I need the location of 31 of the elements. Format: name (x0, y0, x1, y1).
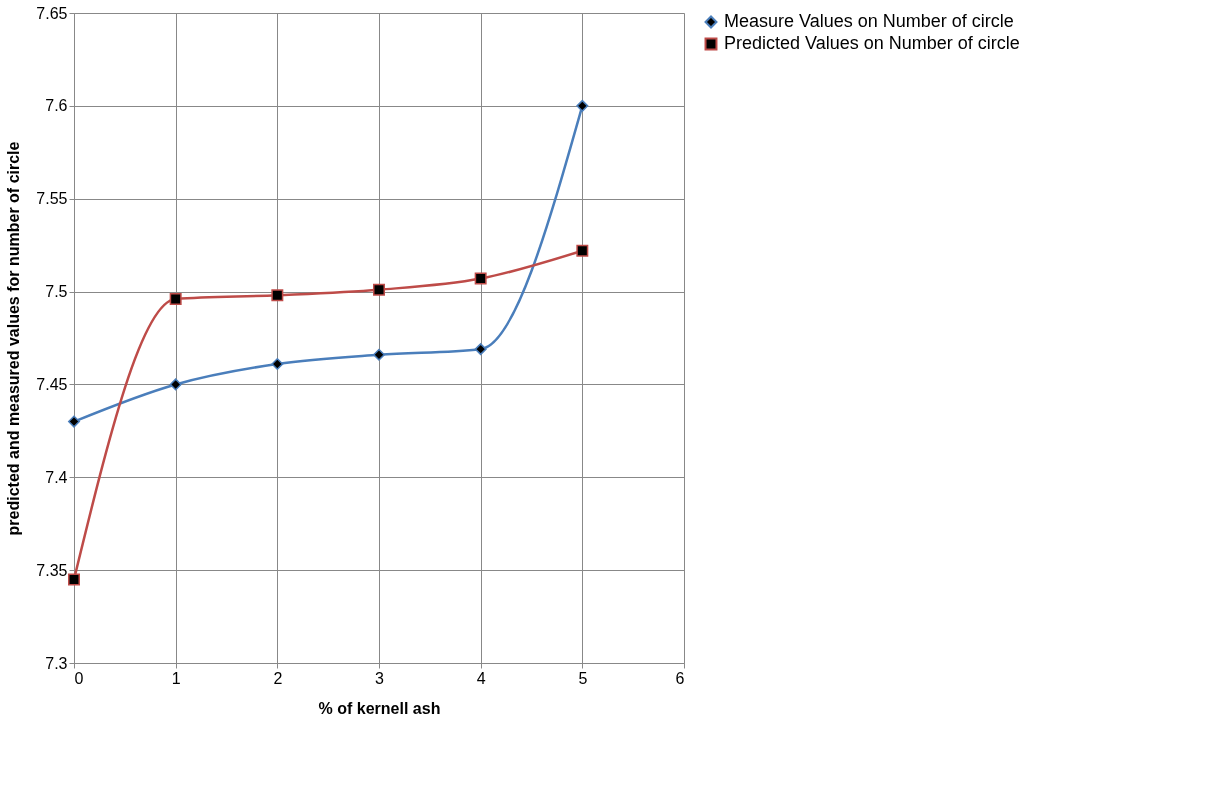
point (373, 348, 385, 361)
y-tick-label: 7.5 (45, 283, 68, 301)
point (576, 244, 589, 257)
x-tick-label: 6 (675, 669, 685, 687)
y-tick-label: 7.6 (45, 97, 68, 115)
x-tick-label: 5 (578, 669, 588, 687)
point (169, 378, 182, 391)
y-tick-label: 7.35 (36, 561, 68, 579)
y-tick-label: 7.55 (36, 190, 68, 208)
y-tick-label: 7.3 (45, 654, 68, 672)
legend-label: Predicted Values on Number of circle (724, 33, 1020, 53)
x-tick-label: 0 (74, 669, 84, 687)
y-tick-label: 7.45 (36, 375, 68, 393)
point (474, 272, 487, 285)
x-tick-label: 1 (171, 669, 181, 687)
x-tick-label: 4 (476, 669, 486, 687)
y-tick-label: 7.4 (45, 468, 68, 486)
point (271, 289, 284, 302)
x-axis-title: % of kernell ash (318, 699, 441, 717)
point (169, 293, 182, 305)
y-axis-title: predicted and measured values for number of circle (5, 141, 23, 536)
x-tick-label: 2 (273, 669, 283, 687)
point (68, 573, 80, 586)
point (576, 99, 589, 112)
legend-label: Measure Values on Number of circle (724, 11, 1014, 31)
point (271, 358, 284, 370)
x-tick-label: 3 (375, 669, 385, 687)
point (68, 415, 80, 428)
y-tick-label: 7.65 (36, 4, 68, 22)
point (474, 343, 487, 356)
point (373, 283, 385, 296)
